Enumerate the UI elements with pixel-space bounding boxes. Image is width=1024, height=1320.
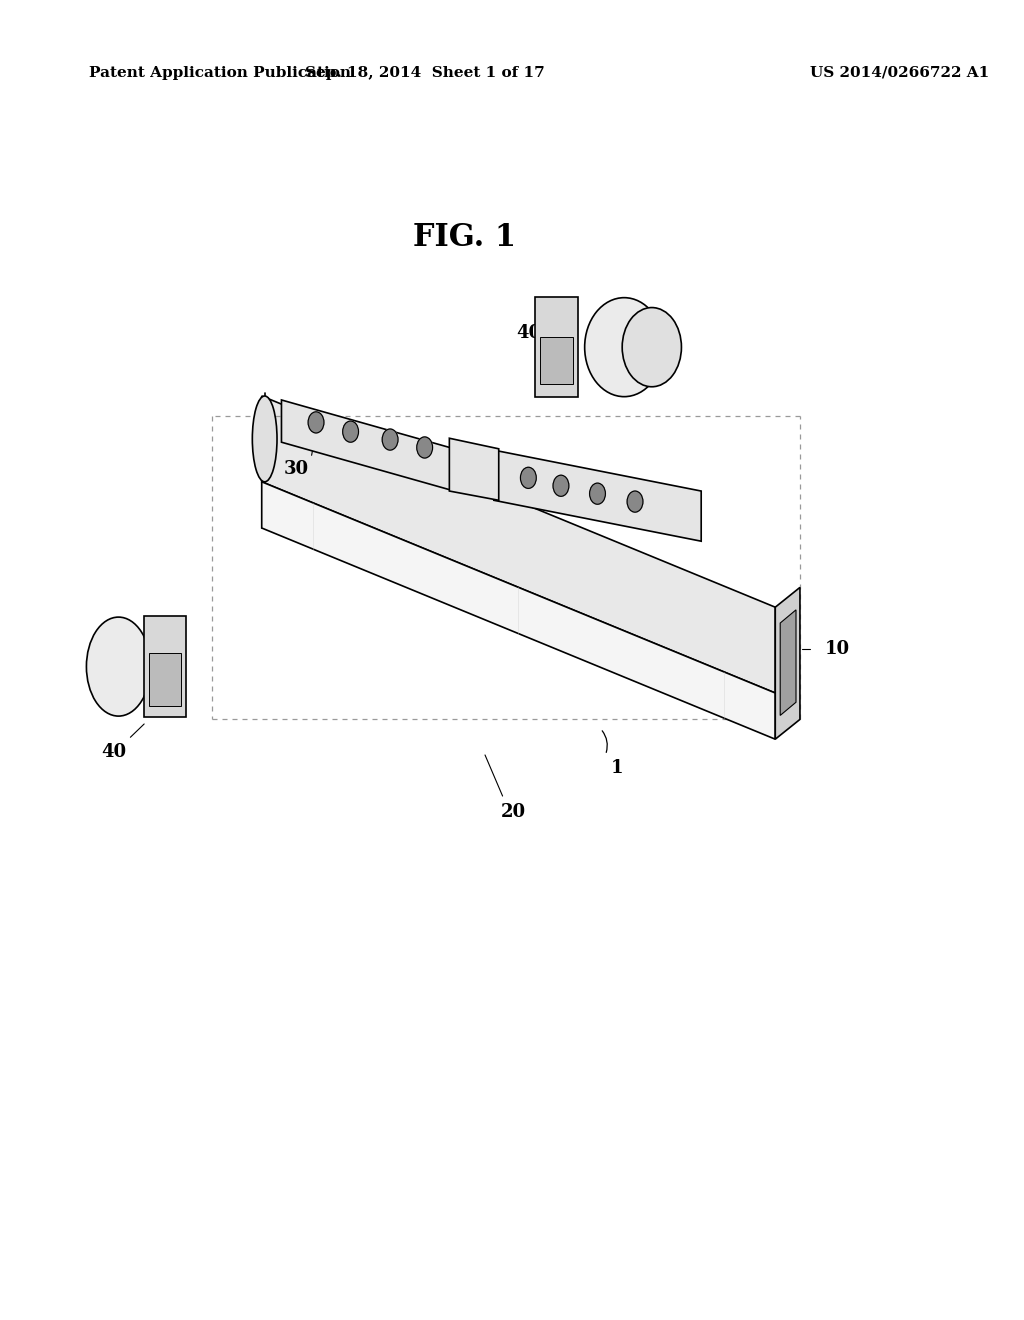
Circle shape bbox=[308, 412, 324, 433]
Circle shape bbox=[343, 421, 358, 442]
Circle shape bbox=[590, 483, 605, 504]
Circle shape bbox=[417, 437, 432, 458]
Polygon shape bbox=[450, 438, 499, 500]
Polygon shape bbox=[262, 396, 775, 693]
Polygon shape bbox=[780, 610, 796, 715]
Text: 1: 1 bbox=[611, 759, 624, 777]
Text: Sep. 18, 2014  Sheet 1 of 17: Sep. 18, 2014 Sheet 1 of 17 bbox=[305, 66, 545, 79]
Text: FIG. 1: FIG. 1 bbox=[413, 222, 516, 253]
Ellipse shape bbox=[86, 618, 151, 715]
Polygon shape bbox=[494, 450, 701, 541]
Polygon shape bbox=[536, 297, 578, 397]
Text: 40: 40 bbox=[101, 743, 126, 762]
Circle shape bbox=[520, 467, 537, 488]
Circle shape bbox=[623, 308, 681, 387]
Text: 30: 30 bbox=[284, 459, 309, 478]
FancyArrowPatch shape bbox=[602, 731, 607, 752]
Ellipse shape bbox=[585, 297, 664, 396]
Text: 20: 20 bbox=[501, 803, 526, 821]
Circle shape bbox=[627, 491, 643, 512]
Circle shape bbox=[382, 429, 398, 450]
Circle shape bbox=[553, 475, 569, 496]
Polygon shape bbox=[144, 616, 185, 717]
Polygon shape bbox=[262, 482, 775, 739]
Polygon shape bbox=[282, 400, 455, 491]
Ellipse shape bbox=[252, 396, 278, 482]
Polygon shape bbox=[150, 653, 180, 706]
Polygon shape bbox=[775, 587, 800, 739]
Text: Patent Application Publication: Patent Application Publication bbox=[89, 66, 351, 79]
Polygon shape bbox=[541, 337, 572, 384]
Text: US 2014/0266722 A1: US 2014/0266722 A1 bbox=[810, 66, 989, 79]
Text: 10: 10 bbox=[824, 640, 850, 659]
Text: 40: 40 bbox=[516, 323, 541, 342]
